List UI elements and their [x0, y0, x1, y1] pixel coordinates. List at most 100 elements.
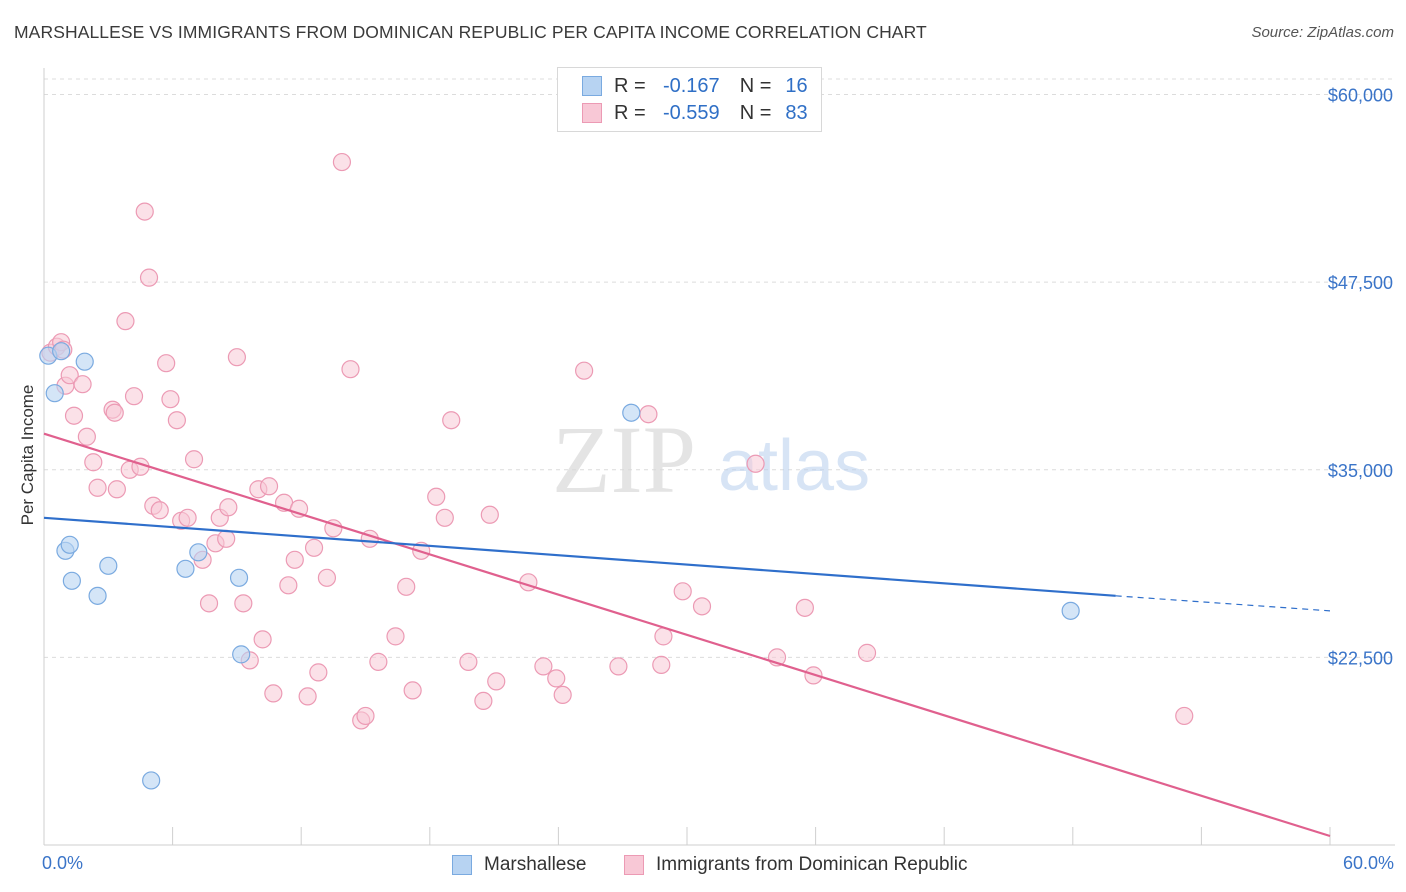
dominican-point [178, 508, 197, 527]
dominican-point [553, 685, 572, 705]
dominican-point [692, 597, 712, 616]
n-value: 83 [785, 101, 808, 124]
x-tick-label: 60.0% [1343, 853, 1394, 873]
marshallese-point [75, 352, 94, 371]
r-label: R = [614, 74, 646, 97]
watermark-zip: ZIP [552, 406, 696, 513]
dominican-point [609, 657, 628, 676]
dominican-point [397, 577, 416, 596]
dominican-point [234, 594, 253, 613]
dominican-point [309, 663, 328, 682]
dominican-point [279, 576, 298, 595]
dominican-point [386, 627, 405, 646]
dominican-point [84, 453, 103, 472]
marshallese-point [1061, 601, 1080, 620]
dominican-point [746, 454, 765, 473]
legend-label: Immigrants from Dominican Republic [656, 854, 968, 875]
dominican-point [356, 706, 375, 726]
marshallese-trendline-extension [1115, 595, 1331, 612]
marshallese-point [45, 384, 64, 403]
r-value: -0.559 [662, 101, 720, 124]
legend-row-dominican: R = -0.559 N = 83 [582, 100, 808, 126]
x-tick-label: 0.0% [42, 853, 83, 873]
watermark-atlas: atlas [718, 426, 870, 506]
dominican-trendline [43, 432, 1331, 838]
marshallese-point [622, 403, 641, 422]
dominican-point [107, 480, 126, 499]
dominican-point [253, 630, 272, 649]
dominican-point [285, 550, 304, 569]
source-label: Source: ZipAtlas.com [1251, 24, 1394, 41]
dominican-point [77, 427, 96, 446]
legend-item-marshallese: Marshallese [452, 852, 586, 878]
dominican-point [227, 348, 246, 367]
dominican-point [73, 375, 92, 394]
dominican-point [795, 598, 814, 617]
n-label: N = [739, 101, 772, 124]
dominican-legend-swatch [624, 855, 644, 875]
dominican-point [435, 508, 454, 527]
marshallese-point [52, 342, 71, 361]
marshallese-legend-swatch [452, 855, 472, 875]
y-tick-label: $22,500 [1328, 648, 1393, 668]
dominican-point [60, 366, 79, 385]
dominican-point [427, 487, 446, 506]
dominican-point [547, 669, 566, 688]
marshallese-point [229, 568, 249, 587]
dominican-point [575, 361, 594, 380]
dominican-point [442, 411, 461, 430]
y-tick-label: $60,000 [1328, 86, 1393, 106]
dominican-point [652, 655, 671, 674]
marshallese-point [176, 559, 195, 578]
dominican-point [298, 687, 317, 706]
dominican-point [219, 498, 238, 517]
dominican-point [474, 691, 493, 711]
marshallese-point [232, 645, 251, 664]
y-tick-label: $35,000 [1328, 461, 1393, 481]
r-value: -0.167 [662, 74, 720, 97]
marshallese-point [142, 771, 161, 790]
dominican-point [157, 354, 176, 373]
marshallese-point [189, 543, 208, 562]
dominican-point [459, 652, 478, 671]
dominican-point [1175, 706, 1194, 726]
dominican-point [480, 505, 499, 524]
chart-title: MARSHALLESE VS IMMIGRANTS FROM DOMINICAN… [14, 22, 927, 42]
dominican-point [403, 681, 422, 700]
marshallese-point [99, 556, 118, 575]
y-tick-label: $47,500 [1328, 273, 1393, 293]
marshallese-trendline [43, 516, 1116, 597]
dominican-point [304, 538, 324, 557]
r-label: R = [614, 101, 646, 124]
dominican-point [332, 152, 352, 172]
dominican-point [534, 657, 553, 676]
dominican-point [116, 312, 135, 331]
dominican-point [217, 529, 236, 548]
n-value: 16 [785, 74, 808, 97]
dominican-point [264, 684, 283, 703]
dominican-point [317, 568, 337, 587]
dominican-swatch [582, 103, 602, 123]
dominican-point [161, 390, 180, 409]
dominican-point [487, 672, 506, 691]
dominican-point [135, 202, 154, 221]
dominican-point [64, 406, 84, 425]
marshallese-point [60, 535, 79, 554]
marshallese-point [88, 586, 107, 605]
dominican-point [184, 450, 204, 469]
dominican-point [88, 478, 107, 497]
dominican-point [341, 360, 360, 379]
dominican-point [150, 501, 169, 520]
dominican-point [105, 403, 124, 422]
dominican-point [124, 387, 144, 406]
legend-row-marshallese: R = -0.167 N = 16 [582, 73, 808, 99]
dominican-point [857, 643, 877, 662]
marshallese-swatch [582, 76, 602, 96]
marshallese-point [62, 571, 81, 590]
legend-item-dominican: Immigrants from Dominican Republic [624, 852, 968, 878]
dominican-point [639, 405, 658, 424]
legend-label: Marshallese [484, 854, 587, 875]
dominican-point [199, 594, 219, 613]
dominican-point [673, 582, 692, 601]
